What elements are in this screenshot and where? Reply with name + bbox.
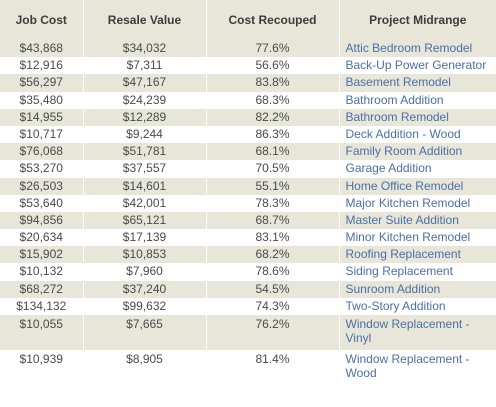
job-cost-cell: $68,272: [0, 280, 84, 298]
project-link[interactable]: Attic Bedroom Remodel: [339, 40, 496, 58]
project-link[interactable]: Master Suite Addition: [339, 211, 496, 230]
cost-recouped-cell: 74.3%: [206, 297, 340, 315]
resale-value-cell: $14,601: [83, 177, 207, 195]
job-cost-cell: $10,132: [0, 263, 84, 281]
project-link[interactable]: Family Room Addition: [339, 143, 496, 161]
header-project: Project Midrange: [339, 0, 496, 40]
cost-recouped-cell: 77.6%: [206, 40, 340, 58]
table-row: $14,955 $12,289 82.2% Bathroom Remodel: [0, 108, 496, 126]
table-header: Job Cost Resale Value Cost Recouped Proj…: [0, 0, 496, 40]
table-row: $53,270 $37,557 70.5% Garage Addition: [0, 160, 496, 178]
resale-value-cell: $34,032: [83, 40, 207, 58]
job-cost-cell: $56,297: [0, 74, 84, 92]
project-link[interactable]: Window Replacement - Wood: [339, 350, 496, 385]
cost-recouped-cell: 55.1%: [206, 177, 340, 195]
table-row: $53,640 $42,001 78.3% Major Kitchen Remodel: [0, 194, 496, 212]
job-cost-cell: $10,717: [0, 125, 84, 144]
table-row: $76,068 $51,781 68.1% Family Room Addition: [0, 143, 496, 161]
resale-value-cell: $65,121: [83, 211, 207, 230]
header-job-cost: Job Cost: [0, 0, 84, 40]
job-cost-cell: $14,955: [0, 108, 84, 126]
resale-value-cell: $9,244: [83, 125, 207, 144]
cost-recouped-cell: 82.2%: [206, 108, 340, 126]
project-link[interactable]: Window Replacement - Vinyl: [339, 315, 496, 350]
job-cost-cell: $26,503: [0, 177, 84, 195]
resale-value-cell: $47,167: [83, 74, 207, 92]
table-row: $35,480 $24,239 68.3% Bathroom Addition: [0, 91, 496, 109]
table-row: $10,717 $9,244 86.3% Deck Addition - Wood: [0, 125, 496, 144]
table-row: $20,634 $17,139 83.1% Minor Kitchen Remodel: [0, 229, 496, 247]
cost-recouped-cell: 78.6%: [206, 263, 340, 281]
project-link[interactable]: Garage Addition: [339, 160, 496, 178]
header-cost-recouped: Cost Recouped: [206, 0, 340, 40]
project-link[interactable]: Siding Replacement: [339, 263, 496, 281]
table-row: $10,055 $7,665 76.2% Window Replacement - V…: [0, 315, 496, 350]
resale-value-cell: $42,001: [83, 194, 207, 212]
resale-value-cell: $10,853: [83, 246, 207, 264]
project-link[interactable]: Bathroom Addition: [339, 91, 496, 109]
cost-recouped-cell: 68.3%: [206, 91, 340, 109]
resale-value-cell: $17,139: [83, 229, 207, 247]
project-link[interactable]: Deck Addition - Wood: [339, 125, 496, 144]
project-link[interactable]: Roofing Replacement: [339, 246, 496, 264]
cost-recouped-cell: 83.8%: [206, 74, 340, 92]
project-link[interactable]: Back-Up Power Generator: [339, 57, 496, 75]
resale-value-cell: $37,240: [83, 280, 207, 298]
cost-recouped-cell: 68.2%: [206, 246, 340, 264]
cost-recouped-cell: 54.5%: [206, 280, 340, 298]
table-row: $43,868 $34,032 77.6% Attic Bedroom Remodel: [0, 40, 496, 58]
resale-value-cell: $99,632: [83, 297, 207, 315]
cost-recouped-cell: 70.5%: [206, 160, 340, 178]
job-cost-cell: $43,868: [0, 40, 84, 58]
project-link[interactable]: Home Office Remodel: [339, 177, 496, 195]
table-row: $26,503 $14,601 55.1% Home Office Remodel: [0, 177, 496, 195]
cost-recouped-cell: 83.1%: [206, 229, 340, 247]
header-resale-value: Resale Value: [83, 0, 207, 40]
remodel-cost-table: Job Cost Resale Value Cost Recouped Proj…: [0, 0, 496, 385]
table-row: $10,939 $8,905 81.4% Window Replacement - W…: [0, 350, 496, 385]
job-cost-cell: $12,916: [0, 57, 84, 75]
job-cost-cell: $15,902: [0, 246, 84, 264]
project-link[interactable]: Minor Kitchen Remodel: [339, 229, 496, 247]
project-link[interactable]: Basement Remodel: [339, 74, 496, 92]
project-link[interactable]: Bathroom Remodel: [339, 108, 496, 126]
resale-value-cell: $7,311: [83, 57, 207, 75]
table-row: $10,132 $7,960 78.6% Siding Replacement: [0, 263, 496, 281]
cost-recouped-cell: 56.6%: [206, 57, 340, 75]
header-row: Job Cost Resale Value Cost Recouped Proj…: [0, 0, 496, 40]
resale-value-cell: $51,781: [83, 143, 207, 161]
resale-value-cell: $12,289: [83, 108, 207, 126]
job-cost-cell: $20,634: [0, 229, 84, 247]
table-row: $12,916 $7,311 56.6% Back-Up Power Generato…: [0, 57, 496, 75]
job-cost-cell: $10,055: [0, 315, 84, 350]
cost-recouped-cell: 76.2%: [206, 315, 340, 350]
table-row: $134,132 $99,632 74.3% Two-Story Addition: [0, 297, 496, 315]
resale-value-cell: $37,557: [83, 160, 207, 178]
job-cost-cell: $53,640: [0, 194, 84, 212]
cost-recouped-cell: 86.3%: [206, 125, 340, 144]
cost-recouped-cell: 68.7%: [206, 211, 340, 230]
project-link[interactable]: Two-Story Addition: [339, 297, 496, 315]
project-link[interactable]: Sunroom Addition: [339, 280, 496, 298]
table-row: $94,856 $65,121 68.7% Master Suite Addition: [0, 211, 496, 230]
table-body: $43,868 $34,032 77.6% Attic Bedroom Remodel…: [0, 40, 496, 385]
cost-recouped-cell: 78.3%: [206, 194, 340, 212]
resale-value-cell: $24,239: [83, 91, 207, 109]
cost-recouped-cell: 81.4%: [206, 350, 340, 385]
job-cost-cell: $10,939: [0, 350, 84, 385]
cost-recouped-cell: 68.1%: [206, 143, 340, 161]
project-link[interactable]: Major Kitchen Remodel: [339, 194, 496, 212]
job-cost-cell: $53,270: [0, 160, 84, 178]
job-cost-cell: $35,480: [0, 91, 84, 109]
job-cost-cell: $76,068: [0, 143, 84, 161]
resale-value-cell: $7,665: [83, 315, 207, 350]
table-row: $68,272 $37,240 54.5% Sunroom Addition: [0, 280, 496, 298]
resale-value-cell: $7,960: [83, 263, 207, 281]
resale-value-cell: $8,905: [83, 350, 207, 385]
table-row: $15,902 $10,853 68.2% Roofing Replacement: [0, 246, 496, 264]
table-row: $56,297 $47,167 83.8% Basement Remodel: [0, 74, 496, 92]
job-cost-cell: $94,856: [0, 211, 84, 230]
job-cost-cell: $134,132: [0, 297, 84, 315]
